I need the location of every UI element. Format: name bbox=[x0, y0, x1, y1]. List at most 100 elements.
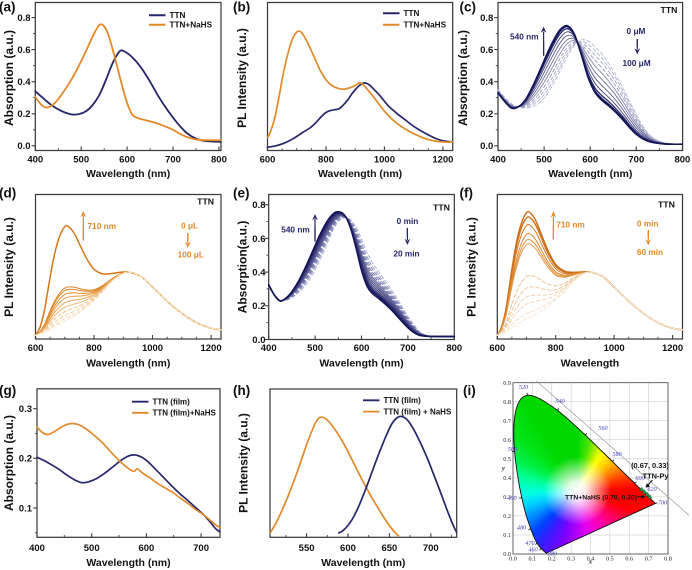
svg-text:0.0: 0.0 bbox=[509, 555, 517, 562]
svg-text:60 min: 60 min bbox=[637, 247, 663, 257]
svg-text:0.1: 0.1 bbox=[19, 503, 33, 514]
svg-text:0.2: 0.2 bbox=[19, 454, 32, 465]
svg-text:100 μL: 100 μL bbox=[178, 250, 204, 260]
svg-text:600: 600 bbox=[340, 543, 356, 554]
svg-text:0.2: 0.2 bbox=[480, 109, 493, 120]
svg-text:0.0: 0.0 bbox=[480, 141, 493, 152]
svg-text:540 nm: 540 nm bbox=[281, 225, 310, 235]
svg-text:PL Intensity (a.u.): PL Intensity (a.u.) bbox=[237, 413, 251, 513]
svg-text:0.1: 0.1 bbox=[529, 555, 537, 562]
svg-text:500: 500 bbox=[307, 343, 323, 354]
svg-text:0.3: 0.3 bbox=[567, 555, 575, 562]
svg-text:560: 560 bbox=[598, 425, 608, 432]
svg-text:600: 600 bbox=[28, 343, 44, 354]
svg-text:TTN (film): TTN (film) bbox=[153, 398, 191, 407]
svg-text:700: 700 bbox=[193, 543, 209, 554]
svg-text:0.4: 0.4 bbox=[17, 77, 31, 88]
svg-text:0.8: 0.8 bbox=[252, 200, 265, 211]
svg-text:800: 800 bbox=[446, 343, 462, 354]
svg-text:400: 400 bbox=[261, 343, 277, 354]
svg-text:400: 400 bbox=[490, 154, 506, 165]
svg-text:(i): (i) bbox=[463, 383, 476, 398]
svg-text:700: 700 bbox=[658, 500, 668, 507]
svg-text:500: 500 bbox=[84, 543, 100, 554]
svg-text:TTN: TTN bbox=[433, 203, 450, 213]
svg-text:0.5: 0.5 bbox=[503, 456, 511, 463]
svg-text:400: 400 bbox=[27, 154, 43, 165]
svg-text:Wavelength (nm): Wavelength (nm) bbox=[321, 557, 405, 569]
svg-text:380: 380 bbox=[547, 551, 558, 558]
svg-text:710 nm: 710 nm bbox=[88, 221, 117, 231]
svg-text:0 min: 0 min bbox=[397, 216, 419, 226]
svg-text:540: 540 bbox=[555, 398, 565, 405]
svg-text:710 nm: 710 nm bbox=[556, 220, 585, 230]
svg-text:100 μM: 100 μM bbox=[623, 58, 651, 68]
svg-text:600: 600 bbox=[119, 154, 135, 165]
svg-text:Wavelength (nm): Wavelength (nm) bbox=[319, 358, 403, 370]
svg-text:Absorption (a.u.): Absorption (a.u.) bbox=[456, 30, 470, 126]
svg-text:TTN: TTN bbox=[404, 9, 420, 18]
svg-text:0.0: 0.0 bbox=[252, 335, 265, 346]
svg-text:PL Intensity (a.u.): PL Intensity (a.u.) bbox=[235, 28, 249, 128]
svg-text:TTN: TTN bbox=[170, 11, 186, 20]
svg-text:460: 460 bbox=[528, 547, 538, 554]
svg-text:0.2: 0.2 bbox=[17, 109, 30, 120]
svg-text:800: 800 bbox=[86, 343, 102, 354]
svg-text:800: 800 bbox=[318, 154, 334, 165]
svg-text:(b): (b) bbox=[233, 0, 250, 14]
svg-text:x: x bbox=[588, 559, 593, 566]
svg-text:700: 700 bbox=[423, 543, 439, 554]
svg-text:1200: 1200 bbox=[662, 343, 683, 354]
svg-text:Wavelength (nm): Wavelength (nm) bbox=[86, 168, 170, 180]
svg-text:0 μM: 0 μM bbox=[627, 26, 646, 36]
svg-text:(e): (e) bbox=[233, 186, 250, 201]
svg-text:700: 700 bbox=[628, 154, 644, 165]
svg-text:0.0: 0.0 bbox=[503, 551, 511, 558]
svg-text:Absorption(a.u.): Absorption(a.u.) bbox=[236, 221, 250, 314]
svg-text:Wavelength (nm): Wavelength (nm) bbox=[86, 358, 170, 370]
svg-text:580: 580 bbox=[612, 451, 622, 458]
svg-text:(a): (a) bbox=[0, 0, 16, 14]
svg-text:(f): (f) bbox=[460, 186, 474, 201]
svg-text:1000: 1000 bbox=[142, 343, 163, 354]
svg-text:(0.67, 0.33): (0.67, 0.33) bbox=[631, 461, 669, 470]
svg-text:1000: 1000 bbox=[374, 154, 395, 165]
svg-text:TTN: TTN bbox=[658, 200, 675, 210]
svg-text:800: 800 bbox=[211, 154, 227, 165]
svg-text:500: 500 bbox=[73, 154, 89, 165]
svg-text:1200: 1200 bbox=[200, 343, 221, 354]
svg-text:Wavelength (nm): Wavelength (nm) bbox=[86, 557, 170, 569]
svg-text:TTN: TTN bbox=[661, 5, 678, 15]
svg-text:TTN+NaHS: TTN+NaHS bbox=[170, 21, 213, 30]
svg-text:Absorption (a.u.): Absorption (a.u.) bbox=[2, 30, 16, 126]
svg-text:600: 600 bbox=[635, 475, 645, 482]
svg-text:0.6: 0.6 bbox=[625, 555, 633, 562]
svg-text:PL Intensity (a.u.): PL Intensity (a.u.) bbox=[465, 217, 479, 317]
svg-text:550: 550 bbox=[299, 543, 315, 554]
svg-text:400: 400 bbox=[29, 543, 45, 554]
svg-text:Wavelength (nm): Wavelength (nm) bbox=[548, 168, 632, 180]
svg-text:500: 500 bbox=[508, 446, 518, 453]
svg-text:0.8: 0.8 bbox=[664, 555, 672, 562]
svg-text:600: 600 bbox=[582, 154, 598, 165]
svg-text:(c): (c) bbox=[460, 0, 477, 14]
svg-text:TTN (film) + NaHS: TTN (film) + NaHS bbox=[384, 407, 452, 416]
svg-text:TTN-Py: TTN-Py bbox=[643, 472, 670, 481]
svg-text:700: 700 bbox=[165, 154, 181, 165]
svg-text:0.4: 0.4 bbox=[480, 77, 494, 88]
svg-text:0.1: 0.1 bbox=[503, 532, 511, 539]
svg-text:0.4: 0.4 bbox=[587, 555, 595, 562]
svg-text:500: 500 bbox=[536, 154, 552, 165]
svg-text:TTN+NaHS (0.70, 0.30): TTN+NaHS (0.70, 0.30) bbox=[565, 495, 637, 502]
svg-text:0.5: 0.5 bbox=[606, 555, 614, 562]
svg-text:Wavelength: Wavelength bbox=[561, 358, 620, 370]
svg-text:0.9: 0.9 bbox=[503, 380, 511, 387]
svg-text:y: y bbox=[501, 465, 505, 472]
svg-text:TTN (film): TTN (film) bbox=[384, 396, 422, 405]
svg-text:0.8: 0.8 bbox=[17, 13, 30, 24]
svg-text:0.8: 0.8 bbox=[480, 13, 493, 24]
svg-text:0.2: 0.2 bbox=[252, 301, 265, 312]
svg-text:0 μL: 0 μL bbox=[181, 221, 198, 231]
svg-text:0.6: 0.6 bbox=[252, 234, 265, 245]
svg-text:0.0: 0.0 bbox=[17, 141, 30, 152]
